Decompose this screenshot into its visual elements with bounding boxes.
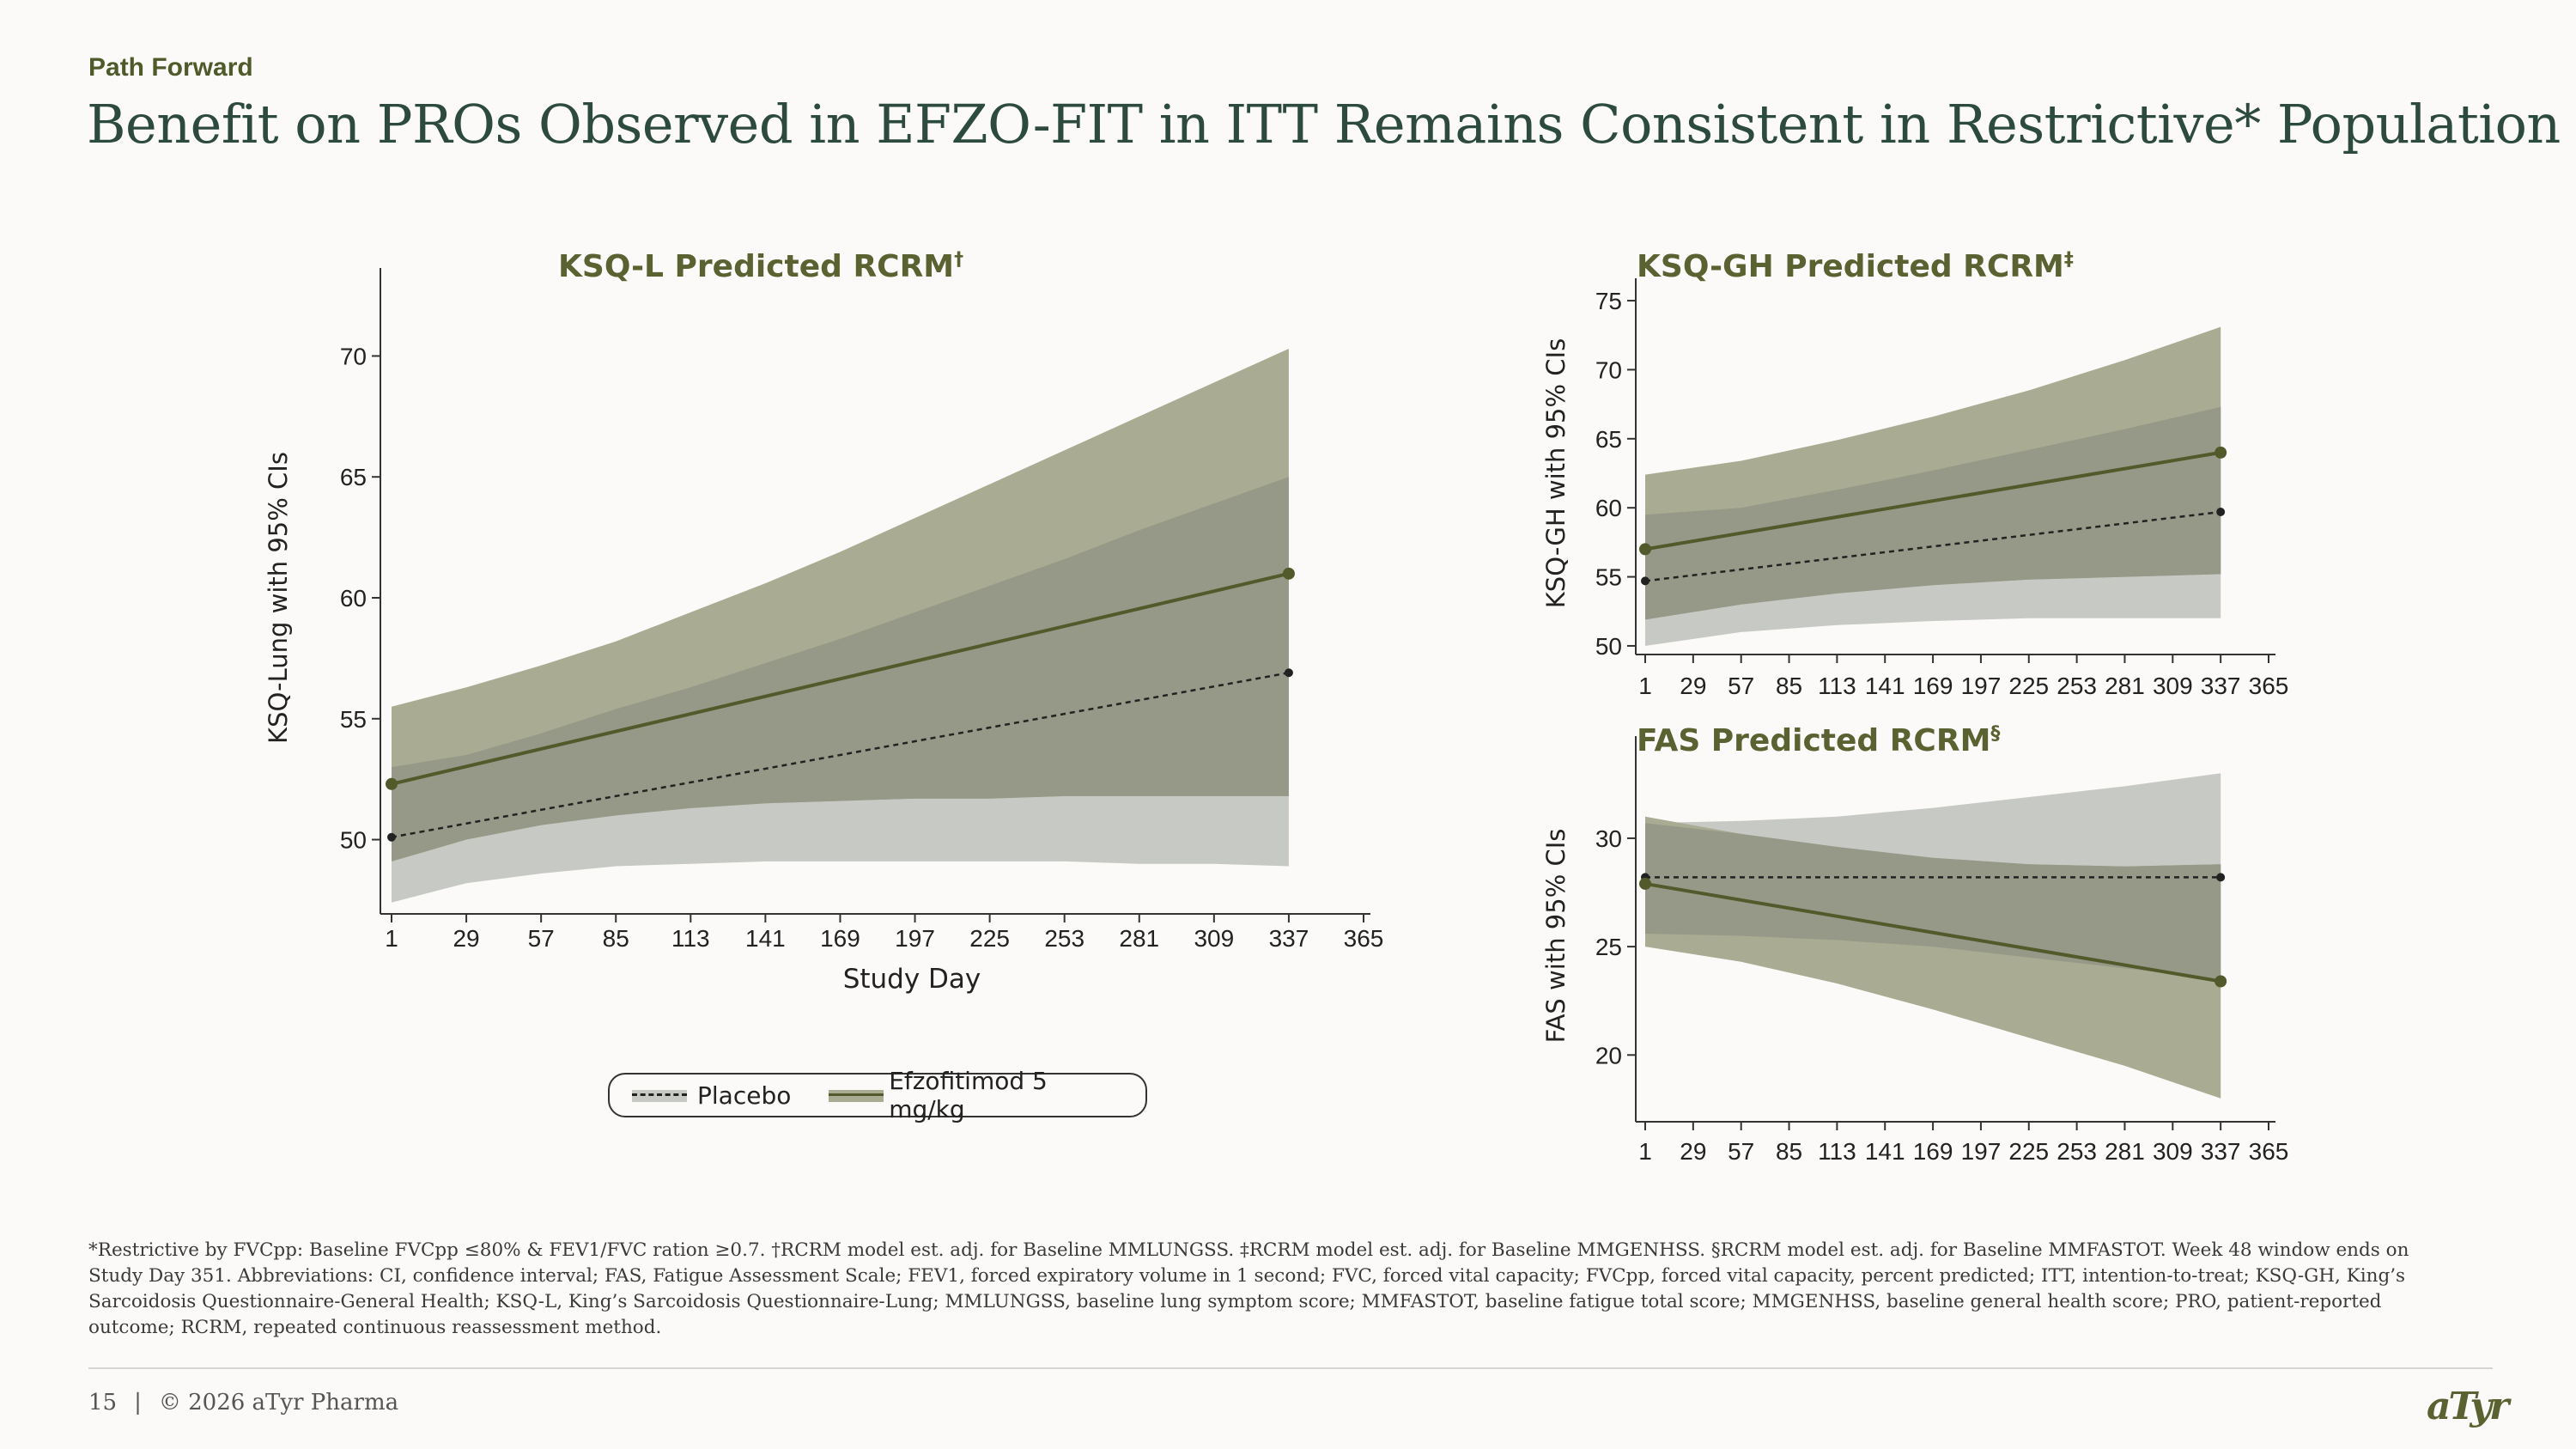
ksq-gh-x-tick-label: 1 — [1638, 673, 1652, 699]
ksq-l-x-tick-label: 253 — [1044, 925, 1084, 952]
ksq-l-y-axis-label: KSQ-Lung with 95% CIs — [264, 452, 293, 744]
ksq-gh-x-tick-label: 169 — [1913, 673, 1953, 699]
ksq-gh-y-tick-label: 65 — [1595, 426, 1622, 453]
ksq-gh-efzo-point — [1639, 543, 1651, 556]
ksq-gh-y-tick-label: 70 — [1595, 356, 1622, 383]
fas-placebo-point — [2216, 873, 2226, 882]
legend-item-efzo: Efzofitimod 5 mg/kg — [829, 1067, 1108, 1123]
footer-separator: | — [134, 1390, 142, 1416]
ksq-l-x-tick-label: 197 — [895, 925, 935, 952]
ksq-l-x-tick-label: 365 — [1344, 925, 1384, 952]
chart-title-fas: FAS Predicted RCRM§ — [1637, 723, 2001, 758]
ksq-gh-x-tick-label: 281 — [2105, 673, 2145, 699]
footnote: *Restrictive by FVCpp: Baseline FVCpp ≤8… — [88, 1239, 2409, 1338]
fas-x-tick-label: 1 — [1638, 1138, 1652, 1165]
ksq-gh-placebo-point — [1641, 576, 1649, 586]
ksq-gh-placebo-point — [2216, 508, 2226, 517]
copyright: © 2026 aTyr Pharma — [158, 1390, 399, 1416]
ksq-gh-x-tick-label: 225 — [2008, 673, 2049, 699]
ksq-gh-y-tick-label: 75 — [1595, 288, 1622, 314]
ksq-l-x-tick-label: 169 — [820, 925, 860, 952]
ksq-gh-x-tick-label: 309 — [2153, 673, 2193, 699]
fas-x-tick-label: 141 — [1865, 1138, 1905, 1165]
ksq-gh-x-tick-label: 197 — [1961, 673, 2002, 699]
chart-title-ksq-l: KSQ-L Predicted RCRM† — [558, 249, 964, 284]
ksq-l-x-tick-label: 225 — [969, 925, 1010, 952]
ksq-l-efzo-point — [386, 777, 398, 790]
footer-divider — [88, 1367, 2493, 1369]
atyr-logo: aTyr — [2427, 1385, 2509, 1428]
ksq-gh-ci-overlap — [1645, 406, 2221, 620]
fas-x-tick-label: 197 — [1961, 1138, 2002, 1165]
ksq-l-x-tick-label: 337 — [1269, 925, 1309, 952]
legend-swatch-placebo — [632, 1087, 687, 1104]
ksq-l-efzo-point — [1282, 567, 1295, 580]
ksq-gh-x-tick-label: 141 — [1865, 673, 1905, 699]
footer: 15 | © 2026 aTyr Pharma — [88, 1390, 398, 1416]
ksq-l-ci-overlap — [392, 477, 1289, 861]
fas-y-tick-label: 20 — [1595, 1042, 1622, 1068]
ksq-gh-y-tick-label: 55 — [1595, 564, 1622, 591]
ksq-l-x-tick-label: 141 — [745, 925, 786, 952]
fas-y-tick-label: 30 — [1595, 825, 1622, 852]
page-title: Benefit on PROs Observed in EFZO-FIT in … — [87, 93, 2561, 155]
ksq-gh-x-tick-label: 337 — [2201, 673, 2241, 699]
fas-x-tick-label: 113 — [1818, 1138, 1856, 1165]
fas-ci-overlap — [1645, 823, 2221, 979]
fas-x-tick-label: 29 — [1680, 1138, 1706, 1165]
ksq-gh-y-tick-label: 50 — [1595, 633, 1622, 660]
ksq-l-x-tick-label: 309 — [1194, 925, 1234, 952]
ksq-l-placebo-point — [1284, 668, 1293, 678]
fas-efzo-line — [1644, 881, 2221, 983]
legend-item-placebo: Placebo — [632, 1081, 791, 1110]
ksq-gh-x-tick-label: 57 — [1728, 673, 1754, 699]
ksq-gh-x-tick-label: 253 — [2057, 673, 2097, 699]
fas-x-tick-label: 169 — [1913, 1138, 1953, 1165]
ksq-l-placebo-point — [387, 832, 396, 842]
fas-x-tick-label: 281 — [2105, 1138, 2145, 1165]
fas-x-tick-label: 253 — [2057, 1138, 2097, 1165]
ksq-l-x-tick-label: 85 — [603, 925, 629, 952]
fas-x-tick-label: 225 — [2008, 1138, 2049, 1165]
ksq-gh-y-tick-label: 60 — [1595, 495, 1622, 521]
ksq-gh-efzo-point — [2215, 446, 2227, 459]
ksq-l-placebo-line — [391, 672, 1290, 838]
fas-efzo-point — [2215, 975, 2227, 988]
ksq-l-y-tick-label: 70 — [340, 343, 367, 369]
fas-x-tick-label: 309 — [2153, 1138, 2193, 1165]
ksq-l-x-tick-label: 57 — [528, 925, 555, 952]
ksq-gh-placebo-line — [1644, 510, 2221, 582]
ksq-l-x-tick-label: 113 — [671, 925, 710, 952]
ksq-gh-x-tick-label: 85 — [1776, 673, 1802, 699]
ksq-gh-y-axis-label: KSQ-GH with 95% CIs — [1541, 338, 1571, 608]
ksq-gh-efzo-line — [1644, 450, 2221, 551]
fas-x-tick-label: 85 — [1776, 1138, 1802, 1165]
ksq-gh-x-tick-label: 29 — [1680, 673, 1706, 699]
ksq-l-x-tick-label: 281 — [1119, 925, 1159, 952]
section-label: Path Forward — [88, 53, 253, 82]
fas-x-tick-label: 337 — [2201, 1138, 2241, 1165]
ksq-l-x-tick-label: 29 — [453, 925, 479, 952]
legend-label-placebo: Placebo — [697, 1081, 792, 1110]
chart-title-ksq-gh: KSQ-GH Predicted RCRM‡ — [1637, 249, 2074, 284]
ksq-l-y-tick-label: 60 — [340, 585, 367, 612]
fas-efzo-point — [1639, 877, 1651, 890]
ksq-l-y-tick-label: 65 — [340, 464, 367, 490]
chart-legend: Placebo Efzofitimod 5 mg/kg — [608, 1067, 1147, 1123]
ksq-l-y-tick-label: 55 — [340, 706, 367, 733]
page-number: 15 — [88, 1390, 118, 1416]
legend-swatch-efzo — [829, 1087, 884, 1104]
ksq-l-x-axis-label: Study Day — [843, 964, 981, 995]
ksq-l-y-tick-label: 50 — [340, 827, 367, 854]
ksq-gh-x-tick-label: 365 — [2249, 673, 2289, 699]
fas-x-tick-label: 365 — [2249, 1138, 2289, 1165]
fas-y-tick-label: 25 — [1595, 934, 1622, 960]
legend-label-efzo: Efzofitimod 5 mg/kg — [889, 1067, 1048, 1123]
ksq-l-x-tick-label: 1 — [385, 925, 398, 952]
ksq-l-efzo-line — [391, 571, 1290, 786]
fas-x-tick-label: 57 — [1728, 1138, 1754, 1165]
fas-y-axis-label: FAS with 95% CIs — [1541, 829, 1571, 1044]
ksq-gh-x-tick-label: 113 — [1818, 673, 1856, 699]
